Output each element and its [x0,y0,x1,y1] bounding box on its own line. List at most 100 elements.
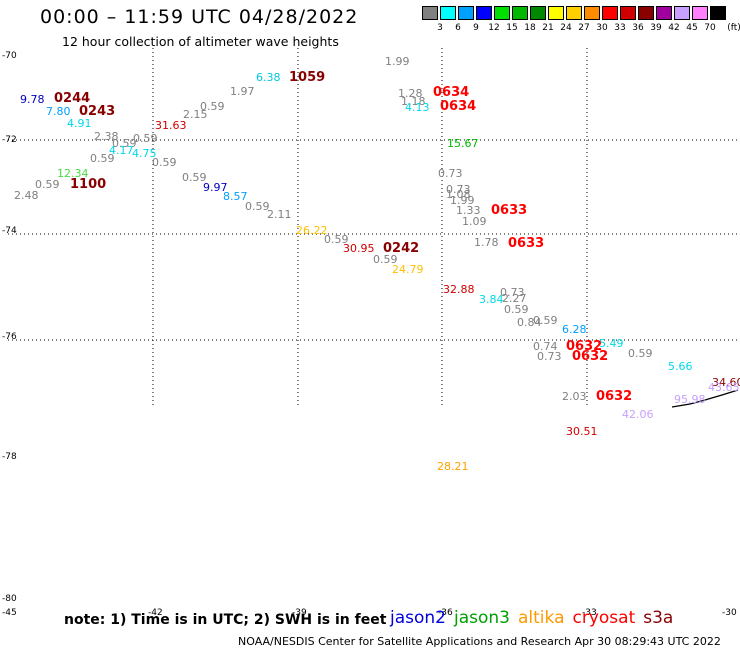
wave-height-value: 8.57 [223,190,248,203]
legend-label: 70 [704,23,716,33]
pass-time-label: 0244 [54,91,91,106]
latitude-label: -74 [2,226,17,236]
wave-height-value: 9.97 [203,181,228,194]
legend-swatch [476,6,492,20]
wave-height-value: 0.73 [537,350,562,363]
pass-time-label: 0632 [596,389,633,404]
legend-swatch [494,6,510,20]
satellite-legend-item: altika [518,608,565,628]
wave-height-value: 4.91 [67,117,92,130]
wave-height-value: 2.03 [562,390,587,403]
wave-height-value: 30.95 [343,242,375,255]
wave-height-value: 2.11 [267,208,292,221]
legend-label: 27 [578,23,590,33]
pass-time-label: 0634 [440,99,477,114]
legend-swatch [440,6,456,20]
satellite-legend-item: jason3 [454,608,510,628]
legend-swatch [584,6,600,20]
longitude-label: -42 [148,608,163,618]
wave-height-value: 0.59 [133,132,158,145]
wave-height-value: 7.80 [46,105,71,118]
wave-height-value: 0.73 [500,286,525,299]
wave-height-value: 0.59 [324,233,349,246]
legend-label: 21 [542,23,554,33]
latitude-label: -70 [2,51,17,61]
wave-height-value: 95.98 [674,393,706,406]
wave-height-value: 0.59 [90,152,115,165]
wave-height-value: 28.21 [437,460,469,473]
pass-time-label: 0634 [433,85,470,100]
legend-label: 12 [488,23,500,33]
wave-height-value: 0.59 [152,156,177,169]
wave-height-value: 1.18 [401,95,426,108]
wave-height-value: 42.06 [622,408,654,421]
wave-height-value: 43.65 [708,381,740,394]
legend-swatch [566,6,582,20]
wave-height-value: 5.49 [599,337,624,350]
legend-swatch [656,6,672,20]
legend-swatch [422,6,438,20]
longitude-label: -45 [2,608,17,618]
longitude-label: -30 [722,608,737,618]
graticule [8,48,740,408]
wave-height-value: 2.38 [94,130,119,143]
legend-label: 39 [650,23,662,33]
wave-height-value: 1.33 [456,204,481,217]
wave-height-value: 1.09 [462,215,487,228]
wave-height-value: 0.59 [373,253,398,266]
coastline [671,389,739,408]
wave-height-value: 1.97 [230,85,255,98]
latitude-label: -72 [2,135,17,145]
satellite-legend: jason2 jason3 altika cryosat s3a [390,608,681,628]
legend-label: 36 [632,23,644,33]
wave-height-value: 0.59 [245,200,270,213]
longitude-label: -39 [292,608,307,618]
legend-label: 42 [668,23,680,33]
wave-height-value: 2.27 [502,292,527,305]
latitude-label: -80 [2,594,17,604]
wave-height-value: 6.38 [256,71,281,84]
wave-height-value: 30.51 [566,425,598,438]
wave-height-value: 0.59 [628,347,653,360]
legend-label: 45 [686,23,698,33]
wave-height-value: 4.13 [405,101,430,114]
pass-time-label: 0243 [79,104,116,119]
wave-height-value: 0.59 [504,303,529,316]
pass-time-label: 0632 [572,349,609,364]
wave-height-value: 1.99 [385,55,410,68]
pass-time-label: 0633 [491,203,528,218]
map-title: 00:00 – 11:59 UTC 04/28/2022 [40,6,359,28]
satellite-legend-item: cryosat [572,608,636,628]
credit-footer: NOAA/NESDIS Center for Satellite Applica… [238,635,721,648]
wave-height-value: 0.73 [438,167,463,180]
wave-height-value: 32.88 [443,283,475,296]
wave-height-value: 0.73 [446,183,471,196]
wave-height-value: 15.67 [447,137,479,150]
legend-swatch [620,6,636,20]
wave-height-value: 0.59 [35,178,60,191]
legend-label: 6 [455,23,461,33]
wave-height-value: 2.15 [183,108,208,121]
pass-time-label: 0633 [508,236,545,251]
legend-swatch [530,6,546,20]
legend-label: 33 [614,23,626,33]
wave-height-value: 31.63 [155,119,187,132]
footnote: note: 1) Time is in UTC; 2) SWH is in fe… [64,612,387,628]
legend-swatch [710,6,726,20]
wave-height-value: 6.28 [562,323,587,336]
legend-label: 15 [506,23,518,33]
longitude-label: -33 [582,608,597,618]
wave-height-value: 1.99 [450,194,475,207]
wave-height-value: 5.66 [668,360,693,373]
wave-height-value: 1.28 [398,87,423,100]
legend-label: 30 [596,23,608,33]
wave-height-value: 3.84 [479,293,504,306]
wave-height-value: 34.60 [712,376,740,389]
legend-swatch [512,6,528,20]
wave-height-value: 0.59 [533,314,558,327]
pass-time-label: 1059 [289,70,326,85]
legend-label: 18 [524,23,536,33]
wave-height-value: 4.17 [109,144,134,157]
wave-height-value: 4.75 [132,147,157,160]
